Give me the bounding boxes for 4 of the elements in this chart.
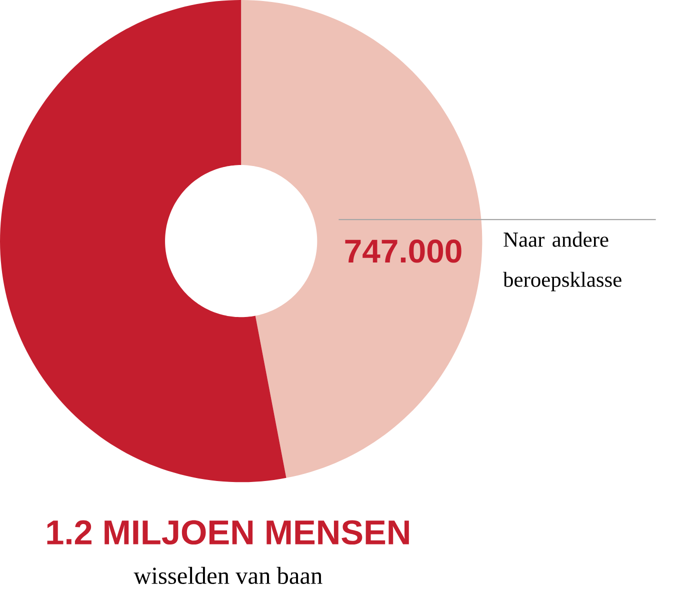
slice-label: Naar andere beroepsklasse (503, 232, 622, 292)
text: wisselden van baan (134, 567, 322, 584)
text: 1.2 MILJOEN MENSEN (47, 520, 409, 545)
text: 747.000 (345, 240, 462, 263)
